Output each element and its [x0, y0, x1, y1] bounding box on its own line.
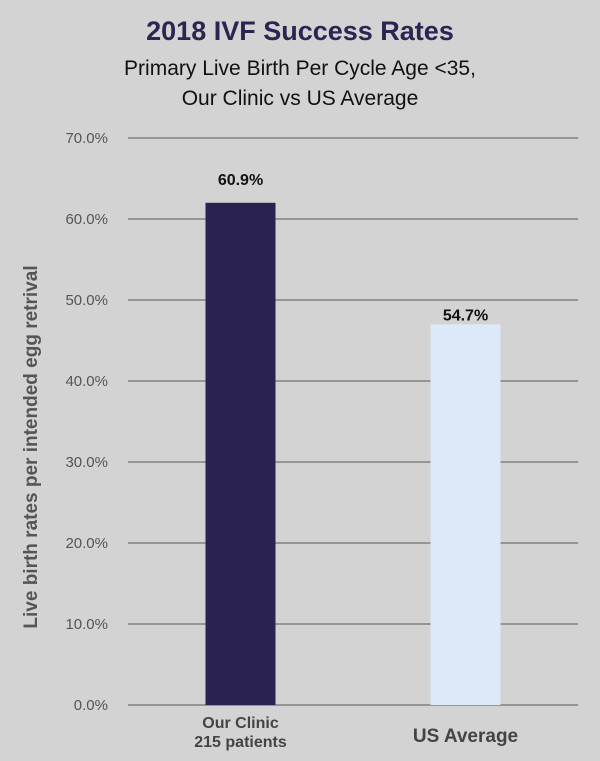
data-label: 54.7%	[443, 307, 488, 324]
bar	[205, 202, 276, 706]
y-axis-label: Live birth rates per intended egg retriv…	[21, 265, 42, 628]
y-tick-label: 0.0%	[74, 697, 108, 714]
chart-subtitle-line-1: Primary Live Birth Per Cycle Age <35,	[124, 57, 476, 80]
data-label: 60.9%	[218, 172, 263, 189]
y-tick-label: 30.0%	[65, 454, 108, 471]
x-category-label: Our Clinic	[202, 715, 279, 732]
y-tick-label: 70.0%	[65, 130, 108, 147]
gridlines	[128, 137, 578, 706]
y-tick-label: 50.0%	[65, 292, 108, 309]
data-labels: 60.9% 54.7%	[218, 172, 488, 324]
bar	[430, 324, 501, 705]
y-tick-label: 40.0%	[65, 373, 108, 390]
chart-subtitle-line-2: Our Clinic vs US Average	[181, 87, 419, 110]
bars	[205, 202, 501, 706]
x-category-label: US Average	[413, 726, 518, 747]
x-axis-categories: Our Clinic 215 patients US Average	[194, 715, 518, 751]
chart-title: 2018 IVF Success Rates	[146, 16, 454, 46]
y-tick-label: 10.0%	[65, 616, 108, 633]
y-tick-label: 60.0%	[65, 211, 108, 228]
y-tick-label: 20.0%	[65, 535, 108, 552]
x-category-label: 215 patients	[194, 734, 287, 751]
y-axis-ticks: 0.0% 10.0% 20.0% 30.0% 40.0% 50.0% 60.0% 70.0%	[65, 130, 108, 714]
